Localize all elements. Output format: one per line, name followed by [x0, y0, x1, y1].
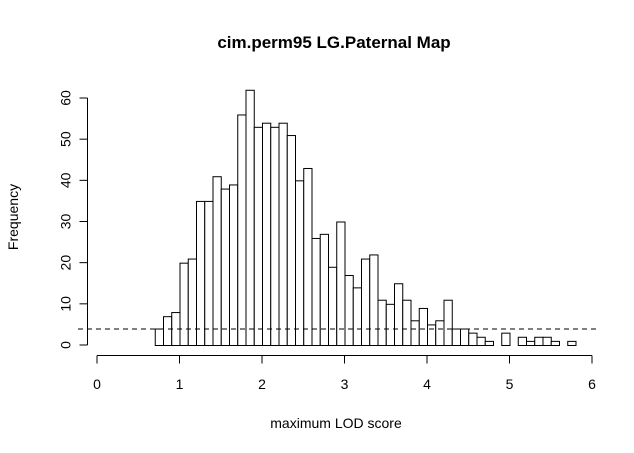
y-axis: 0 10 20 30 40 50 60	[58, 90, 88, 349]
histogram-bar	[163, 316, 173, 346]
histogram-bar	[517, 336, 527, 346]
histogram-bar	[154, 328, 164, 346]
histogram-bar	[468, 332, 478, 346]
x-tick-label: 1	[176, 376, 184, 392]
histogram-bar	[295, 180, 305, 346]
y-tick-label: 10	[58, 296, 74, 312]
histogram-bar	[245, 89, 255, 346]
x-tick-label: 5	[506, 376, 514, 392]
histogram-bar	[237, 114, 247, 346]
histogram-bar	[336, 221, 346, 346]
x-tick-label: 4	[423, 376, 431, 392]
histogram-bar	[179, 262, 189, 347]
histogram-bar	[220, 188, 230, 346]
y-tick-label: 60	[58, 90, 74, 106]
histogram-bar	[204, 200, 214, 346]
histogram-bar	[402, 299, 412, 346]
histogram-bar	[352, 287, 362, 346]
histogram-bar	[451, 328, 461, 346]
histogram-bar	[394, 283, 404, 346]
x-axis: 0 1 2 3 4 5 6	[93, 355, 596, 392]
histogram-bar	[410, 320, 420, 346]
histogram-bar	[278, 122, 288, 346]
histogram-bar	[534, 336, 544, 346]
histogram-bar	[484, 340, 494, 347]
histogram-bar	[253, 126, 263, 346]
histogram-bar	[526, 340, 536, 347]
histogram-bar	[377, 299, 387, 346]
y-tick-label: 50	[58, 131, 74, 147]
histogram-bar	[187, 258, 197, 346]
histogram-bar	[542, 336, 552, 346]
histogram-bar	[501, 332, 511, 346]
y-tick-label: 0	[58, 341, 74, 349]
histogram-bar	[550, 340, 560, 347]
y-tick-label: 30	[58, 214, 74, 230]
histogram-bar	[286, 135, 296, 346]
histogram-bar	[270, 126, 280, 346]
x-tick-label: 3	[341, 376, 349, 392]
histogram-bar	[229, 184, 239, 346]
histogram-bars	[154, 89, 577, 347]
histogram-bar	[435, 320, 445, 346]
y-tick-label: 20	[58, 255, 74, 271]
histogram-bar	[344, 275, 354, 346]
histogram-bar	[196, 200, 206, 346]
histogram-bar	[385, 303, 395, 346]
histogram-bar	[476, 336, 486, 346]
y-tick-label: 40	[58, 172, 74, 188]
x-tick-label: 6	[588, 376, 596, 392]
histogram-bar	[328, 266, 338, 346]
x-tick-label: 0	[93, 376, 101, 392]
histogram-bar	[443, 299, 453, 346]
histogram-bar	[418, 307, 428, 347]
histogram-bar	[361, 258, 371, 346]
histogram-bar	[460, 328, 470, 346]
histogram-bar	[303, 167, 313, 346]
x-tick-label: 2	[258, 376, 266, 392]
histogram-bar	[262, 122, 272, 346]
histogram-bar	[212, 176, 222, 346]
histogram-bar	[369, 254, 379, 346]
histogram-bar	[427, 324, 437, 347]
chart-title: cim.perm95 LG.Paternal Map	[217, 33, 450, 52]
x-axis-label: maximum LOD score	[270, 415, 402, 431]
histogram-bar	[567, 340, 577, 347]
y-axis-label: Frequency	[5, 184, 21, 250]
